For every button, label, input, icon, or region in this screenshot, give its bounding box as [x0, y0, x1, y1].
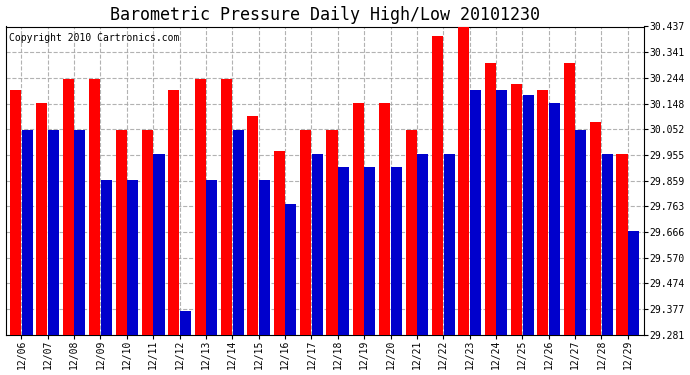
Bar — [496, 90, 507, 334]
Bar — [590, 122, 601, 334]
Bar — [48, 130, 59, 334]
Bar — [115, 130, 126, 334]
Bar — [21, 130, 32, 334]
Bar — [538, 90, 549, 334]
Bar — [391, 167, 402, 334]
Bar — [616, 154, 627, 334]
Bar — [312, 154, 323, 334]
Bar — [326, 130, 337, 334]
Bar — [247, 116, 259, 334]
Bar — [549, 103, 560, 334]
Bar — [522, 95, 533, 334]
Bar — [458, 26, 469, 334]
Bar — [575, 130, 586, 334]
Bar — [285, 204, 297, 334]
Text: Copyright 2010 Cartronics.com: Copyright 2010 Cartronics.com — [9, 33, 179, 43]
Bar — [75, 130, 86, 334]
Bar — [37, 103, 48, 334]
Bar — [300, 130, 311, 334]
Bar — [364, 167, 375, 334]
Bar — [10, 90, 21, 334]
Title: Barometric Pressure Daily High/Low 20101230: Barometric Pressure Daily High/Low 20101… — [110, 6, 540, 24]
Bar — [221, 79, 232, 334]
Bar — [406, 130, 417, 334]
Bar — [470, 90, 481, 334]
Bar — [628, 231, 639, 334]
Bar — [142, 130, 153, 334]
Bar — [380, 103, 391, 334]
Bar — [484, 63, 495, 334]
Bar — [195, 79, 206, 334]
Bar — [63, 79, 74, 334]
Bar — [353, 103, 364, 334]
Bar — [511, 84, 522, 334]
Bar — [127, 180, 138, 334]
Bar — [338, 167, 349, 334]
Bar — [417, 154, 428, 334]
Bar — [259, 180, 270, 334]
Bar — [444, 154, 455, 334]
Bar — [564, 63, 575, 334]
Bar — [233, 130, 244, 334]
Bar — [101, 180, 112, 334]
Bar — [206, 180, 217, 334]
Bar — [432, 36, 443, 334]
Bar — [89, 79, 100, 334]
Bar — [168, 90, 179, 334]
Bar — [602, 154, 613, 334]
Bar — [274, 151, 285, 334]
Bar — [180, 311, 191, 334]
Bar — [153, 154, 164, 334]
